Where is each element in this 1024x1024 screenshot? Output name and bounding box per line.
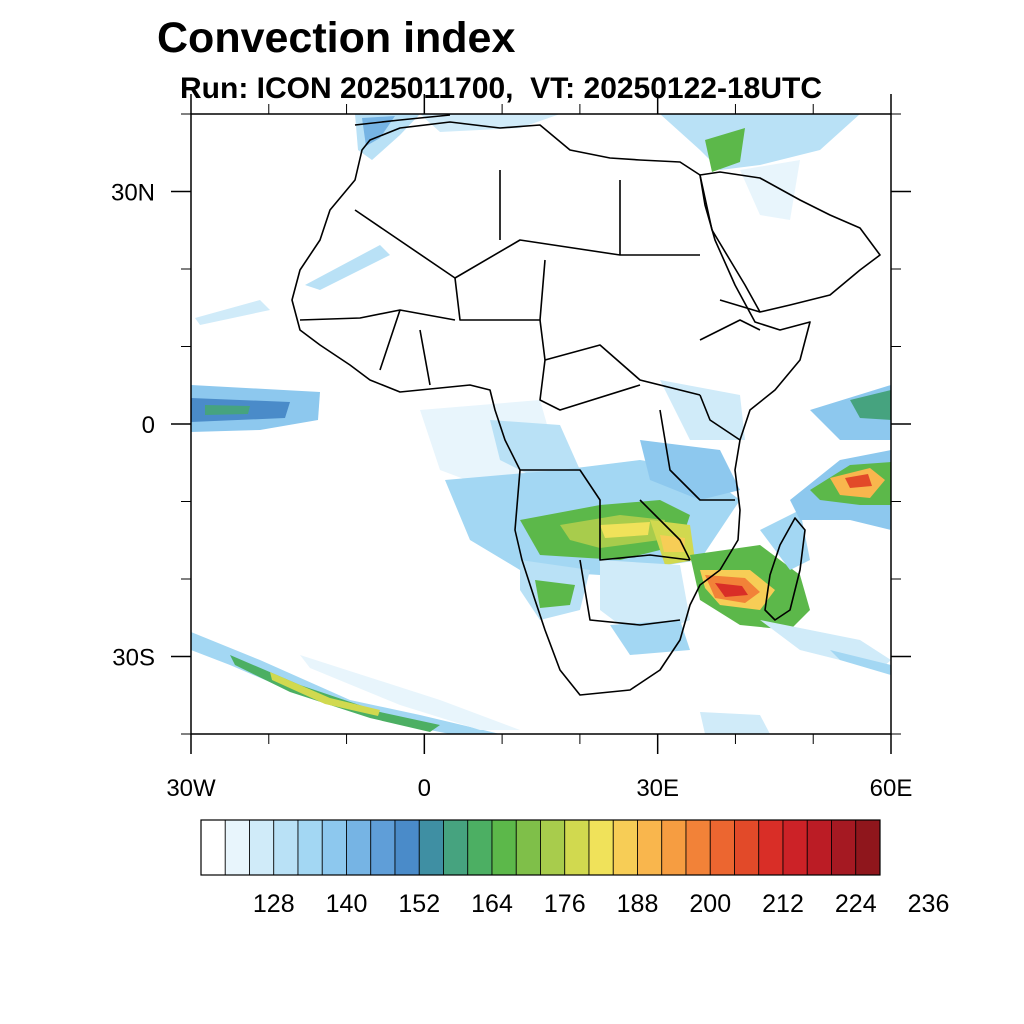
coastlines-and-borders: [291, 114, 881, 696]
convection-area-levant: [705, 128, 745, 172]
arabian-peninsula-coastline: [699, 171, 881, 313]
colorbar-swatch: [297, 819, 323, 876]
east-africa-borders: [659, 394, 741, 501]
convection-area-south-indian-streak-2: [830, 650, 891, 675]
central-africa-borders: [539, 319, 701, 411]
colorbar-label: 176: [544, 890, 586, 918]
convection-area-congo-basin: [490, 420, 580, 480]
lat-tick-label: 0: [142, 412, 155, 439]
lon-tick-label: 30E: [636, 775, 679, 802]
colorbar-swatch: [564, 819, 590, 876]
colorbar: 128 140 152 164 176 188 200 212 224 236: [200, 819, 950, 918]
colorbar-swatch: [200, 819, 226, 876]
convection-area-southern-ocean-patch: [700, 712, 770, 734]
convection-area-tanzania: [640, 440, 740, 500]
colorbar-swatch: [855, 819, 881, 876]
sahara-borders: [354, 209, 700, 279]
convection-area-east-africa-light: [660, 380, 745, 440]
convection-area-atlantic-north: [195, 300, 270, 325]
colorbar-label: 236: [908, 890, 950, 918]
southern-africa-borders: [520, 469, 691, 626]
convection-area-mediterranean-east: [660, 114, 860, 170]
convection-area-zambia-peak: [600, 522, 650, 538]
chart-title: Convection index: [157, 14, 516, 62]
convection-area-equatorial-atlantic-peak: [205, 405, 250, 415]
convection-area-sahara-streak: [305, 245, 390, 290]
colorbar-label: 200: [689, 890, 731, 918]
colorbar-swatch: [443, 819, 469, 876]
colorbar-swatch: [467, 819, 493, 876]
colorbar-swatch: [782, 819, 808, 876]
lon-tick-label: 60E: [870, 775, 913, 802]
lat-tick-label: 30N: [111, 180, 155, 207]
colorbar-swatch: [685, 819, 711, 876]
west-africa-borders: [299, 309, 456, 386]
lon-tick-label: 30W: [166, 775, 216, 802]
colorbar-swatch: [273, 819, 299, 876]
convection-area-south-atlantic-light: [300, 655, 520, 730]
colorbar-swatch: [806, 819, 832, 876]
colorbar-swatch: [321, 819, 347, 876]
colorbar-label: 128: [253, 890, 295, 918]
colorbar-label: 224: [835, 890, 877, 918]
colorbar-swatch: [661, 819, 687, 876]
convection-field: [191, 114, 891, 734]
colorbar-label: 188: [617, 890, 659, 918]
colorbar-swatch: [709, 819, 735, 876]
colorbar-swatch: [346, 819, 372, 876]
convection-area-botswana: [600, 560, 690, 640]
convection-area-namibia-core: [535, 580, 575, 608]
colorbar-label: 140: [326, 890, 368, 918]
mediterranean-coast: [354, 114, 451, 126]
colorbar-swatch: [637, 819, 663, 876]
colorbar-swatch: [491, 819, 517, 876]
convection-area-indian-ocean-east-peak: [845, 474, 872, 488]
colorbar-frame: [200, 819, 881, 876]
africa-coastline: [291, 121, 811, 696]
chart-subtitle: Run: ICON 2025011700, VT: 20250122-18UTC: [180, 72, 822, 105]
horn-of-africa-borders: [699, 299, 761, 341]
colorbar-label: 212: [762, 890, 804, 918]
sahel-borders: [454, 170, 621, 321]
colorbar-swatch: [418, 819, 444, 876]
colorbar-swatch: [612, 819, 638, 876]
colorbar-label: 152: [398, 890, 440, 918]
map-axes: 30W 0 30E 60E 30N 0 30S: [111, 94, 912, 802]
colorbar-swatch: [370, 819, 396, 876]
colorbar-swatch: [249, 819, 275, 876]
colorbar-label: 164: [471, 890, 513, 918]
convection-area-south-atlantic-front-mid: [230, 655, 440, 732]
colorbar-swatch: [394, 819, 420, 876]
colorbar-swatch: [515, 819, 541, 876]
madagascar-coastline: [764, 517, 806, 621]
colorbar-swatch: [831, 819, 857, 876]
lon-tick-label: 0: [418, 775, 431, 802]
colorbar-swatch: [588, 819, 614, 876]
convection-area-mediterranean-central: [420, 114, 560, 132]
colorbar-swatch: [540, 819, 566, 876]
convection-area-arabia-north: [740, 160, 800, 220]
convection-area-mozambique-channel-peak: [715, 583, 748, 597]
convection-area-indian-ocean-equator-core: [850, 390, 891, 420]
lat-tick-label: 30S: [112, 645, 155, 672]
convection-area-south-africa-light: [610, 620, 690, 655]
convection-area-madagascar-west: [760, 510, 810, 570]
colorbar-swatch: [224, 819, 250, 876]
colorbar-swatch: [758, 819, 784, 876]
convection-area-south-atlantic-front-core: [270, 672, 380, 716]
colorbar-swatch: [734, 819, 760, 876]
